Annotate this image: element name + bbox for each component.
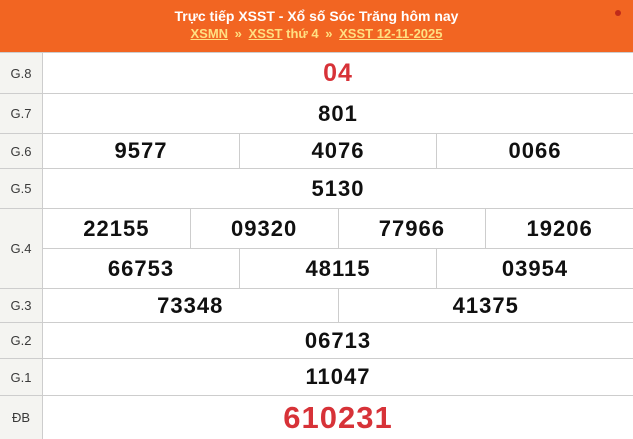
- prize-line: 9577 4076 0066: [43, 134, 633, 168]
- prize-line: 11047: [43, 359, 633, 395]
- prize-value: 4076: [239, 134, 436, 168]
- prize-line: 06713: [43, 323, 633, 358]
- prize-values-g5: 5130: [43, 169, 633, 208]
- prize-row-g3: G.3 73348 41375: [0, 288, 633, 322]
- prize-label-g3: G.3: [0, 289, 43, 322]
- prize-row-g2: G.2 06713: [0, 322, 633, 358]
- prize-values-db: 610231: [43, 396, 633, 439]
- results-table: G.8 04 G.7 801 G.6 9577 4076 0066 G.5 5130 G.4 2215…: [0, 52, 633, 439]
- breadcrumb-separator: »: [234, 26, 242, 41]
- prize-label-g1: G.1: [0, 359, 43, 395]
- prize-value: 801: [43, 94, 633, 133]
- breadcrumb-weekday: thứ 4: [286, 26, 319, 41]
- prize-row-g6: G.6 9577 4076 0066: [0, 133, 633, 168]
- prize-row-g5: G.5 5130: [0, 168, 633, 208]
- prize-values-g7: 801: [43, 94, 633, 133]
- prize-line: 610231: [43, 396, 633, 439]
- prize-value: 04: [43, 53, 633, 93]
- prize-value: 19206: [485, 209, 633, 248]
- prize-label-g8: G.8: [0, 53, 43, 93]
- prize-line: 5130: [43, 169, 633, 208]
- prize-value: 73348: [43, 289, 338, 322]
- page-header: Trực tiếp XSST - Xổ số Sóc Trăng hôm nay…: [0, 0, 633, 52]
- breadcrumb-separator: »: [325, 26, 333, 41]
- prize-line: 22155 09320 77966 19206: [43, 209, 633, 248]
- page-title: Trực tiếp XSST - Xổ số Sóc Trăng hôm nay: [174, 8, 459, 24]
- prize-value: 22155: [43, 209, 190, 248]
- prize-line: 801: [43, 94, 633, 133]
- prize-line: 66753 48115 03954: [43, 248, 633, 288]
- prize-label-g7: G.7: [0, 94, 43, 133]
- breadcrumb-link-date[interactable]: XSST 12-11-2025: [339, 26, 443, 41]
- prize-label-g4: G.4: [0, 209, 43, 288]
- breadcrumb-link-xsst[interactable]: XSST: [248, 26, 283, 41]
- prize-value: 610231: [43, 396, 633, 439]
- prize-value: 66753: [43, 249, 239, 288]
- prize-row-g4: G.4 22155 09320 77966 19206 66753 48115 03954: [0, 208, 633, 288]
- prize-value: 77966: [337, 209, 486, 248]
- prize-label-g6: G.6: [0, 134, 43, 168]
- prize-value: 03954: [436, 249, 633, 288]
- notification-dot-icon: [615, 10, 621, 16]
- prize-value: 9577: [43, 134, 239, 168]
- prize-values-g4: 22155 09320 77966 19206 66753 48115 03954: [43, 209, 633, 288]
- prize-value: 5130: [43, 169, 633, 208]
- prize-values-g6: 9577 4076 0066: [43, 134, 633, 168]
- prize-values-g1: 11047: [43, 359, 633, 395]
- prize-row-g7: G.7 801: [0, 93, 633, 133]
- prize-row-g8: G.8 04: [0, 52, 633, 93]
- prize-value: 09320: [189, 209, 338, 248]
- prize-line: 73348 41375: [43, 289, 633, 322]
- prize-value: 0066: [436, 134, 633, 168]
- prize-value: 41375: [337, 289, 633, 322]
- prize-values-g3: 73348 41375: [43, 289, 633, 322]
- prize-value: 11047: [43, 359, 633, 395]
- prize-row-db: ĐB 610231: [0, 395, 633, 439]
- prize-values-g2: 06713: [43, 323, 633, 358]
- prize-line: 04: [43, 53, 633, 93]
- prize-values-g8: 04: [43, 53, 633, 93]
- prize-label-g5: G.5: [0, 169, 43, 208]
- prize-label-g2: G.2: [0, 323, 43, 358]
- prize-row-g1: G.1 11047: [0, 358, 633, 395]
- prize-label-db: ĐB: [0, 396, 43, 439]
- breadcrumb: XSMN » XSST thứ 4 » XSST 12-11-2025: [0, 25, 633, 42]
- prize-value: 06713: [43, 323, 633, 358]
- breadcrumb-link-xsmn[interactable]: XSMN: [190, 26, 229, 41]
- prize-value: 48115: [239, 249, 436, 288]
